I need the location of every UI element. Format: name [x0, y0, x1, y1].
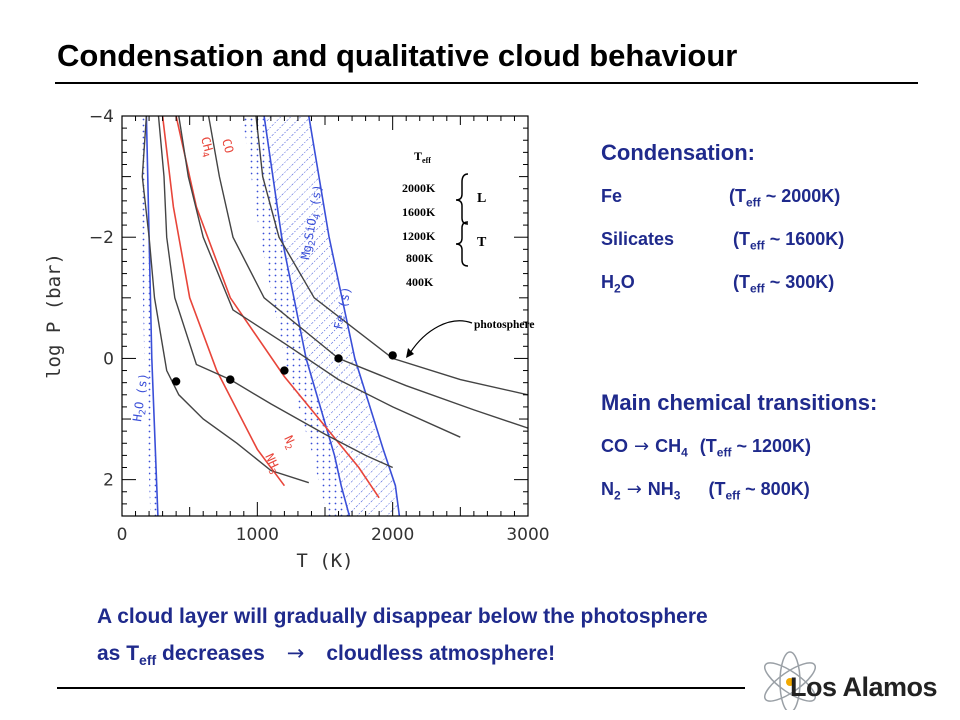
axis-tick-labels: 0 1000 2000 3000 −4 −2 0 2 [89, 107, 550, 545]
h2o-curve-label: H2O (s) [130, 372, 154, 423]
photosphere-label: photosphere [474, 319, 535, 331]
conclusion-line-2: as Teff decreases → cloudless atmosphere! [97, 641, 556, 669]
axis-ticks [121, 115, 529, 517]
right-arrow-icon: → [634, 436, 650, 457]
y-tick-label: 0 [103, 349, 114, 369]
photosphere-dot-800 [226, 375, 235, 384]
l-brace [455, 173, 469, 225]
ch4-curve-label: CH4 [195, 135, 217, 159]
teff-legend-title: Teff [414, 149, 431, 165]
condensation-chart: 0 1000 2000 3000 −4 −2 0 2 T (K) log P (bar) Te… [43, 107, 550, 572]
conclusion-line-1: A cloud layer will gradually disappear b… [97, 605, 708, 628]
curve-n2-nh3 [161, 116, 286, 487]
profile-teff-1600 [207, 116, 528, 429]
photosphere-dot-1600 [334, 354, 343, 363]
condensation-silicates: Silicates (Teff ~ 1600K) [601, 229, 845, 253]
curve-h2o-s- [145, 116, 159, 516]
photosphere-arrow [409, 320, 473, 354]
profile-teff-800 [157, 116, 393, 469]
condensation-curves [145, 116, 401, 516]
transition-co-ch4: CO → CH4 (Teff ~ 1200K) [601, 436, 812, 460]
right-arrow-icon: → [286, 641, 305, 665]
teff-label-400: 400K [406, 275, 434, 289]
title-underline [55, 82, 918, 84]
photosphere-markers [171, 351, 397, 386]
right-arrow-icon: → [626, 479, 642, 500]
los-alamos-wordmark: Los Alamos [790, 672, 938, 702]
y-tick-label: −4 [89, 107, 114, 127]
x-tick-label: 1000 [236, 525, 279, 545]
x-tick-label: 2000 [371, 525, 414, 545]
t-brace [455, 221, 469, 267]
transitions-heading: Main chemical transitions: [601, 390, 878, 415]
nh3-curve-label: NH3 [260, 451, 284, 476]
fe-cloud-region [264, 116, 400, 516]
x-tick-label: 3000 [506, 525, 549, 545]
transition-n2-nh3: N2 → NH3 (Teff ~ 800K) [601, 479, 810, 503]
l-dwarf-label: L [477, 191, 486, 206]
profile-teff-1200 [178, 116, 461, 438]
y-tick-label: 2 [103, 471, 114, 491]
teff-label-800: 800K [406, 251, 434, 265]
n2-curve-label: N2 [279, 433, 300, 452]
photosphere-dot-400 [171, 377, 181, 386]
y-axis-label: log P (bar) [43, 253, 65, 379]
profile-teff-2000 [255, 116, 528, 396]
los-alamos-logo [764, 651, 816, 710]
photosphere-dot-1200 [280, 366, 289, 375]
mg2sio4-curve-label: Mg2SiO4 (s) [298, 183, 328, 261]
conclusion-text: A cloud layer will gradually disappear b… [97, 598, 708, 679]
teff-label-1200: 1200K [402, 229, 436, 243]
footer-rule [57, 687, 745, 689]
x-axis-label: T (K) [296, 550, 353, 572]
y-tick-label: −2 [89, 228, 114, 248]
curve-fe-s- [308, 116, 401, 516]
h2o-cloud-region [138, 116, 158, 516]
slide-title: Condensation and qualitative cloud behav… [57, 38, 738, 73]
condensation-h2o: H2O (Teff ~ 300K) [601, 272, 835, 296]
teff-label-1600: 1600K [402, 205, 436, 219]
co-curve-label: CO [219, 137, 236, 155]
x-tick-label: 0 [117, 525, 128, 545]
condensation-heading: Condensation: [601, 140, 755, 165]
curve-mg2sio4-s- [263, 116, 351, 516]
teff-label-2000: 2000K [402, 181, 436, 195]
curve-co-ch4 [175, 116, 380, 499]
photosphere-dot-2000 [388, 351, 397, 360]
t-dwarf-label: T [477, 235, 487, 250]
condensation-fe: Fe (Teff ~ 2000K) [601, 186, 841, 210]
